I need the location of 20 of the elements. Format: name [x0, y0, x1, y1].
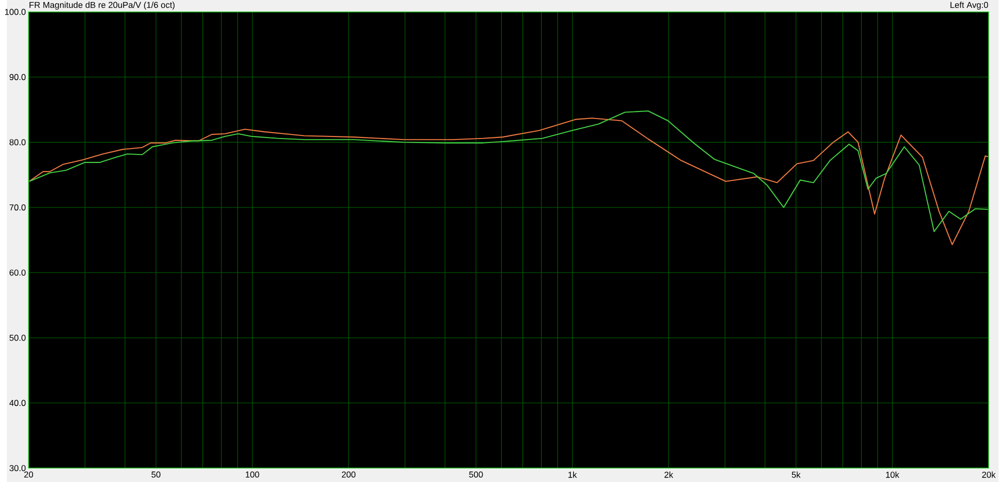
x-tick-label: 20k: [982, 471, 996, 478]
y-tick-label: 70.0: [10, 204, 26, 210]
x-tick-label: 10k: [886, 471, 900, 478]
y-tick-label: 80.0: [10, 139, 26, 146]
x-tick-label: 20: [24, 471, 34, 478]
x-tick-label: 100: [246, 471, 260, 478]
y-tick-label: 90.0: [10, 74, 26, 80]
x-tick-label: 50: [152, 471, 160, 478]
y-tick-label: 100.0: [5, 8, 26, 15]
chart-title: FR Magnitude dB re 20uPa/V (1/6 oct): [30, 2, 175, 10]
y-tick-label: 30.0: [10, 464, 26, 472]
x-tick-label: 5k: [792, 471, 801, 478]
y-tick-label: 50.0: [10, 334, 26, 341]
x-tick-label: 500: [469, 471, 483, 478]
y-tick-label: 40.0: [9, 400, 26, 406]
text: Left Avg:0: [950, 2, 988, 10]
y-tick-label: 60.0: [10, 269, 26, 276]
x-tick-label: 200: [342, 471, 356, 478]
x-tick-label: 1k: [568, 471, 577, 478]
x-tick-label: 2k: [664, 471, 674, 478]
